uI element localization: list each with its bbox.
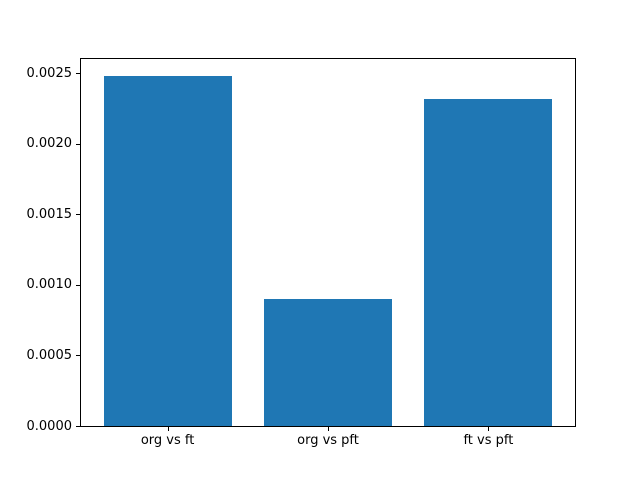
y-tick-mark (76, 355, 80, 357)
bar-org-vs-pft (263, 299, 393, 426)
y-tick-label: 0.0015 (26, 206, 73, 222)
y-tick-mark (76, 284, 80, 286)
bar-org-vs-ft (103, 75, 232, 426)
x-tick-mark (167, 427, 169, 431)
y-tick-mark (76, 426, 80, 427)
plot-area (80, 58, 576, 427)
x-tick-mark (488, 427, 490, 431)
y-tick-mark (76, 143, 80, 145)
y-tick-label: 0.0000 (26, 418, 73, 434)
x-tick-label: org vs ft (140, 433, 195, 448)
y-tick-label: 0.0020 (26, 136, 73, 152)
y-tick-label: 0.0005 (26, 347, 73, 363)
y-tick-mark (76, 214, 80, 216)
x-tick-mark (328, 427, 329, 431)
y-tick-mark (76, 73, 80, 75)
x-tick-label: ft vs pft (463, 433, 514, 448)
x-tick-label: org vs pft (297, 433, 359, 448)
bar-ft-vs-pft (424, 98, 553, 426)
y-tick-label: 0.0010 (26, 277, 73, 293)
y-tick-label: 0.0025 (26, 65, 73, 81)
